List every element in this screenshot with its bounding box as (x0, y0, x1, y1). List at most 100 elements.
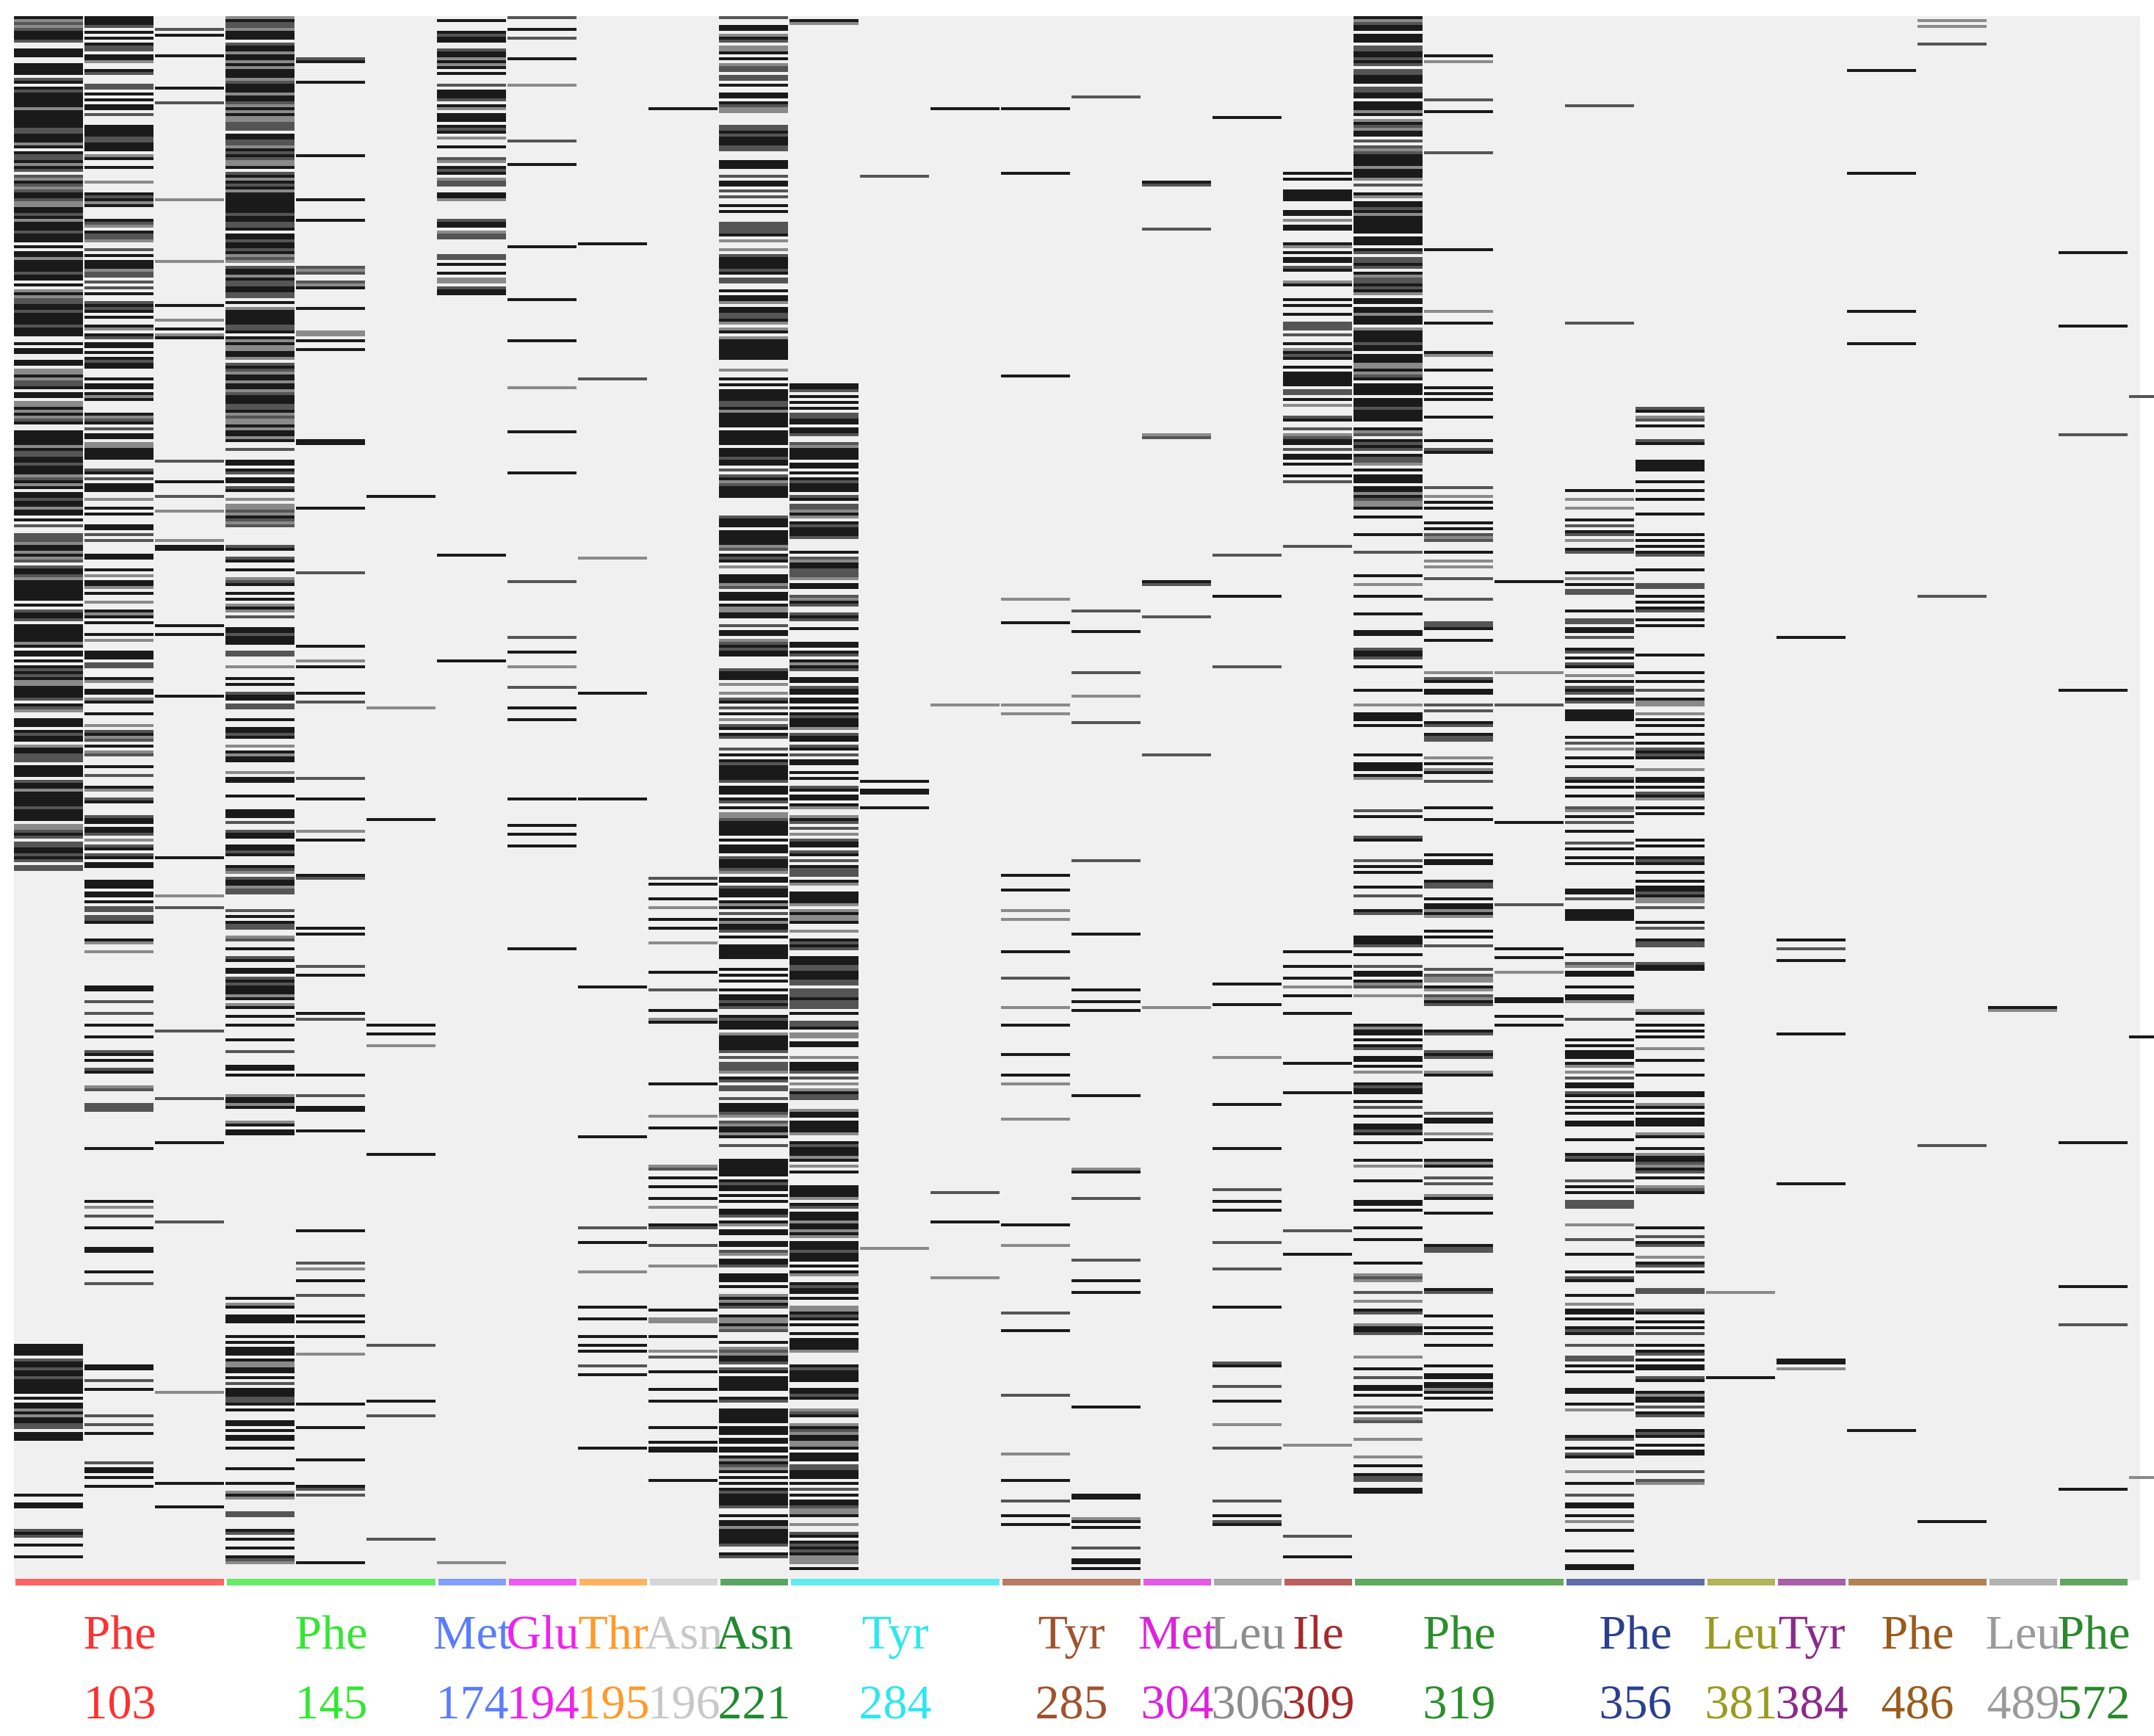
contact-bar (84, 712, 153, 715)
contact-bar (1565, 709, 1634, 712)
contact-bar (14, 1403, 83, 1406)
contact-bar (296, 665, 365, 668)
contact-bar (366, 1400, 436, 1403)
contact-bar (648, 1165, 718, 1168)
contact-bar (296, 1485, 365, 1488)
contact-bar (507, 245, 577, 248)
contact-bar (296, 333, 365, 336)
contact-bar (2059, 1323, 2128, 1326)
contact-bar (225, 480, 294, 483)
contact-bar (225, 1376, 294, 1379)
contact-bar (789, 1306, 859, 1309)
contact-bar (296, 1109, 365, 1112)
contact-bar (719, 545, 788, 548)
contact-bar (1354, 398, 1423, 401)
contact-bar (719, 463, 788, 466)
contact-bar (225, 1429, 294, 1432)
contact-bar (225, 997, 294, 1000)
contact-bar (789, 1121, 859, 1124)
contact-bar (719, 889, 788, 891)
contact-bar (789, 806, 859, 809)
contact-bar (2059, 251, 2128, 254)
contact-bar (84, 457, 153, 460)
residue-name-label: Glu (507, 1606, 579, 1660)
contact-bar (225, 988, 294, 991)
contact-bar (1777, 1367, 1846, 1370)
contact-bar (719, 524, 788, 527)
contact-bar (84, 847, 153, 850)
contact-bar (1354, 57, 1423, 60)
contact-bar (719, 1441, 788, 1444)
contact-bar (789, 466, 859, 469)
contact-bar (719, 272, 788, 275)
contact-bar (789, 1185, 859, 1188)
contact-bar (719, 891, 788, 894)
contact-bar (1354, 242, 1423, 245)
contact-bar (719, 1265, 788, 1267)
contact-bar (84, 483, 153, 486)
contact-bar (1283, 210, 1352, 213)
contact-bar (1636, 1432, 1705, 1435)
contact-bar (1495, 704, 1564, 706)
contact-bar (14, 842, 83, 845)
contact-bar (719, 1326, 788, 1329)
contact-bar (14, 792, 83, 795)
contact-bar (1354, 93, 1423, 95)
contact-bar (225, 991, 294, 994)
residue-number-label: 196 (648, 1676, 720, 1729)
contact-bar (1424, 1071, 1493, 1074)
contact-bar (155, 480, 224, 483)
contact-bar (789, 944, 859, 947)
contact-bar (578, 1270, 647, 1273)
contact-bar (14, 78, 83, 81)
contact-bar (1565, 1065, 1634, 1068)
contact-bar (225, 745, 294, 748)
contact-bar (296, 974, 365, 977)
column-12 (860, 175, 929, 1250)
contact-bar (719, 1426, 788, 1429)
contact-bar (225, 389, 294, 392)
contact-bar (84, 574, 153, 577)
contact-bar (14, 507, 83, 510)
contact-bar (14, 1350, 83, 1353)
contact-bar (14, 557, 83, 560)
contact-bar (1424, 527, 1493, 530)
contact-bar (1565, 765, 1634, 768)
contact-bar (719, 254, 788, 257)
contact-bar (225, 198, 294, 201)
contact-bar (1001, 1074, 1070, 1077)
contact-bar (14, 674, 83, 677)
contact-bar (648, 941, 718, 944)
contact-bar (1424, 903, 1493, 906)
contact-bar (1283, 213, 1352, 216)
contact-bar (1354, 263, 1423, 266)
contact-bar (1354, 122, 1423, 125)
contact-bar (84, 680, 153, 683)
contact-bar (719, 1414, 788, 1417)
contact-bar (719, 1079, 788, 1082)
contact-bar (719, 1085, 788, 1088)
contact-bar (1565, 1391, 1634, 1394)
contact-bar (1354, 1071, 1423, 1074)
contact-bar (719, 980, 788, 983)
contact-bar (225, 1361, 294, 1364)
contact-bar (1354, 377, 1423, 380)
contact-bar (719, 1505, 788, 1508)
contact-bar (719, 692, 788, 695)
contact-bar (1354, 1356, 1423, 1359)
contact-bar (719, 1552, 788, 1555)
contact-bar (1636, 1074, 1705, 1077)
contact-bar (1283, 245, 1352, 248)
contact-bar (789, 1297, 859, 1300)
contact-bar (719, 1450, 788, 1453)
contact-bar (155, 87, 224, 90)
contact-bar (1283, 463, 1352, 466)
contact-bar (14, 721, 83, 724)
contact-bar (84, 524, 153, 527)
contact-bar (14, 119, 83, 122)
contact-bar (1565, 571, 1634, 574)
contact-bar (719, 1047, 788, 1050)
contact-bar (719, 912, 788, 915)
contact-bar (789, 1094, 859, 1097)
contact-bar (225, 192, 294, 195)
